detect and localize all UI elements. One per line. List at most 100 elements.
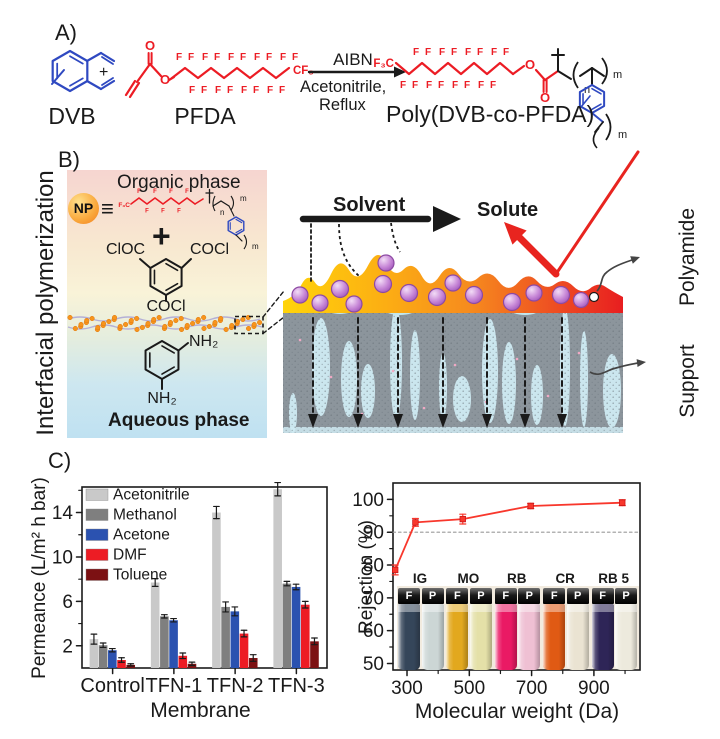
svg-text:F: F xyxy=(477,47,483,58)
vial-cap-label: F xyxy=(543,588,566,604)
product-label: Poly(DVB-co-PFDA) xyxy=(386,101,595,127)
nanoparticle-sphere xyxy=(502,292,522,312)
polyamide-layer xyxy=(283,254,623,313)
bar-Acetone xyxy=(169,620,178,668)
vial-cap-label: F xyxy=(494,588,517,604)
vial-liquid xyxy=(398,604,420,670)
panel-c-label: C) xyxy=(48,448,72,473)
line-chart-y-axis-title: Rejection (%) xyxy=(356,519,377,635)
vial-cap-label: F xyxy=(591,588,614,604)
line-chart-y-tick-label: 90 xyxy=(363,523,384,544)
svg-text:F: F xyxy=(153,189,157,195)
bar-Acetone xyxy=(230,611,240,668)
bar-chart-category-label: TFN-1 xyxy=(146,675,203,697)
line-chart-y-tick-label: 60 xyxy=(363,621,384,642)
nanoparticle-sphere xyxy=(373,274,393,294)
svg-text:F: F xyxy=(266,52,272,63)
panel-b-label: B) xyxy=(58,147,80,172)
svg-text:F: F xyxy=(169,189,173,195)
mpd-nh2-bottom-label: NH₂ xyxy=(147,390,177,407)
line-chart-x-axis-title: Molecular weight (Da) xyxy=(414,700,620,723)
bar-chart-category-label: TFN-2 xyxy=(207,675,264,697)
svg-text:F: F xyxy=(490,80,496,91)
bar-Toluene xyxy=(248,658,258,668)
vial-feed: F xyxy=(591,588,614,670)
vial-liquid xyxy=(615,604,638,670)
bar-chart-legend: Acetonitrile Methanol Acetone DMF Toluene xyxy=(85,487,190,584)
bar-Acetone xyxy=(108,650,117,668)
svg-text:F: F xyxy=(439,47,445,58)
bar-Acetonitrile xyxy=(89,639,99,668)
vial-permeate: P xyxy=(566,588,589,670)
nanoparticle-sphere xyxy=(525,284,543,302)
bar-DMF xyxy=(239,633,249,668)
bar-chart-category-label: TFN-3 xyxy=(268,675,325,697)
line-chart-x-tick-label: 500 xyxy=(453,678,485,699)
bar-DMF xyxy=(117,660,126,668)
line-chart-y-tick-label: 70 xyxy=(363,588,384,609)
bar-chart-y-axis-title: Permeance (L/m² h bar) xyxy=(29,477,50,679)
data-point xyxy=(619,499,626,506)
svg-text:F: F xyxy=(253,85,259,96)
svg-text:O: O xyxy=(525,57,535,72)
polyamide-label: Polyamide xyxy=(676,207,699,307)
nanoparticle-sphere xyxy=(399,283,419,303)
nanoparticle-sphere xyxy=(464,285,484,305)
legend-swatch-DMF xyxy=(85,548,109,561)
aqueous-phase-label: Aqueous phase xyxy=(108,410,250,431)
svg-text:m: m xyxy=(252,242,259,251)
nanoparticle-sphere xyxy=(444,274,462,292)
vial-permeate: P xyxy=(469,588,492,670)
bar-chart-y-tick-label: 2 xyxy=(62,636,73,657)
data-point xyxy=(527,502,534,510)
svg-text:F: F xyxy=(465,47,471,58)
solvent-label: Solvent xyxy=(333,194,406,216)
bar-chart-y-tick-label: 6 xyxy=(62,592,73,613)
line-chart-y-tick-label: 100 xyxy=(352,490,384,511)
tmc-structure xyxy=(139,258,192,302)
bar-chart-y-tick-label: 14 xyxy=(52,503,74,524)
vial-liquid xyxy=(566,604,589,670)
dye-group-label: IG xyxy=(412,571,428,586)
svg-text:F: F xyxy=(503,47,509,58)
vial-liquid xyxy=(421,604,444,670)
svg-text:F: F xyxy=(201,85,207,96)
support-label: Support xyxy=(676,344,699,418)
svg-text:F: F xyxy=(215,85,221,96)
vial-cap-label: P xyxy=(566,588,589,604)
svg-text:F: F xyxy=(202,52,208,63)
svg-text:F: F xyxy=(228,52,234,63)
vial-feed: F xyxy=(494,588,517,670)
svg-text:O: O xyxy=(145,38,155,53)
svg-text:F: F xyxy=(137,189,141,195)
data-point xyxy=(459,515,466,523)
svg-text:F: F xyxy=(491,47,497,58)
bar-DMF xyxy=(300,604,310,668)
dye-group-label: RB 5 xyxy=(598,571,629,586)
tmc-cocl-right-label: COCl xyxy=(190,241,230,258)
legend-label: DMF xyxy=(113,547,147,564)
mpd-structure xyxy=(144,340,189,390)
bar-Methanol xyxy=(160,616,169,668)
svg-text:F: F xyxy=(145,209,149,215)
svg-text:F: F xyxy=(464,80,470,91)
svg-text:F: F xyxy=(214,52,220,63)
legend-swatch-Methanol xyxy=(85,508,109,521)
svg-text:F: F xyxy=(267,85,273,96)
svg-text:m: m xyxy=(240,194,247,203)
vial-cap-label: P xyxy=(518,588,541,604)
svg-text:F: F xyxy=(188,52,194,63)
vial-feed: F xyxy=(543,588,566,670)
bar-Toluene xyxy=(310,641,319,668)
vial-cap-label: P xyxy=(615,588,638,604)
bar-chart-y-tick-label: 10 xyxy=(52,547,73,568)
legend-label: Acetone xyxy=(113,527,170,544)
svg-text:F: F xyxy=(451,47,457,58)
svg-text:F: F xyxy=(177,209,181,215)
reaction-condition-label: Reflux xyxy=(319,96,366,114)
